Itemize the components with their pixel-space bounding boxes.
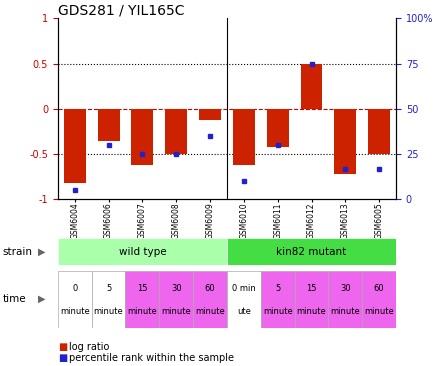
Bar bbox=[300, 64, 323, 109]
Bar bbox=[58, 271, 92, 328]
Text: ute: ute bbox=[237, 307, 251, 316]
Text: minute: minute bbox=[60, 307, 89, 316]
Bar bbox=[64, 109, 86, 183]
Text: ■: ■ bbox=[58, 342, 67, 352]
Bar bbox=[97, 109, 120, 142]
Text: 0 min: 0 min bbox=[232, 284, 256, 294]
Text: minute: minute bbox=[263, 307, 292, 316]
Text: ▶: ▶ bbox=[38, 247, 45, 257]
Bar bbox=[159, 271, 193, 328]
Bar bbox=[199, 109, 221, 120]
Bar bbox=[368, 109, 390, 154]
Bar bbox=[334, 109, 356, 174]
Bar bbox=[92, 271, 125, 328]
Text: 60: 60 bbox=[374, 284, 384, 294]
Bar bbox=[267, 109, 289, 147]
Bar bbox=[328, 271, 362, 328]
Text: minute: minute bbox=[128, 307, 157, 316]
Bar bbox=[125, 271, 159, 328]
Text: 30: 30 bbox=[171, 284, 182, 294]
Text: 5: 5 bbox=[106, 284, 111, 294]
Text: kin82 mutant: kin82 mutant bbox=[276, 247, 347, 257]
Bar bbox=[227, 238, 396, 265]
Bar bbox=[362, 271, 396, 328]
Text: time: time bbox=[2, 294, 26, 304]
Text: ▶: ▶ bbox=[38, 294, 45, 304]
Text: 30: 30 bbox=[340, 284, 351, 294]
Text: minute: minute bbox=[195, 307, 225, 316]
Text: strain: strain bbox=[2, 247, 32, 257]
Text: ■: ■ bbox=[58, 353, 67, 363]
Text: 15: 15 bbox=[306, 284, 317, 294]
Bar bbox=[131, 109, 154, 165]
Bar bbox=[295, 271, 328, 328]
Text: minute: minute bbox=[162, 307, 191, 316]
Text: 5: 5 bbox=[275, 284, 280, 294]
Text: 60: 60 bbox=[205, 284, 215, 294]
Text: minute: minute bbox=[297, 307, 326, 316]
Text: 0: 0 bbox=[72, 284, 77, 294]
Bar bbox=[58, 238, 227, 265]
Bar bbox=[227, 271, 261, 328]
Text: percentile rank within the sample: percentile rank within the sample bbox=[69, 353, 234, 363]
Bar bbox=[193, 271, 227, 328]
Text: 15: 15 bbox=[137, 284, 148, 294]
Bar bbox=[233, 109, 255, 165]
Text: minute: minute bbox=[94, 307, 123, 316]
Text: GDS281 / YIL165C: GDS281 / YIL165C bbox=[58, 3, 184, 17]
Text: wild type: wild type bbox=[118, 247, 166, 257]
Bar bbox=[261, 271, 295, 328]
Text: log ratio: log ratio bbox=[69, 342, 109, 352]
Bar bbox=[165, 109, 187, 154]
Text: minute: minute bbox=[364, 307, 394, 316]
Text: minute: minute bbox=[331, 307, 360, 316]
